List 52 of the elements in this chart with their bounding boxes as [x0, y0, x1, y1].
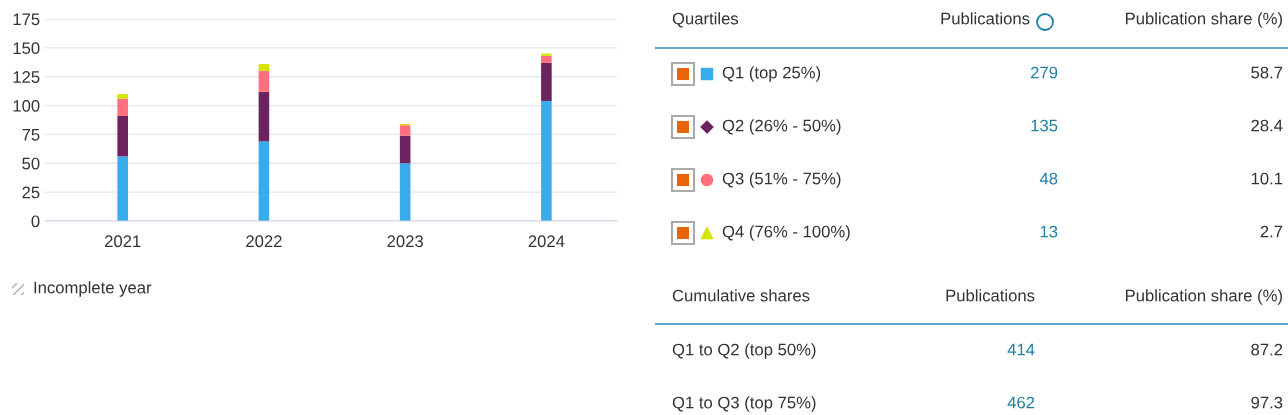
x-tick-label: 2021 — [104, 235, 141, 248]
text: 462 — [1007, 396, 1035, 409]
bar — [117, 98, 128, 116]
text: Quartiles — [672, 12, 739, 28]
bar — [541, 53, 552, 56]
text: Publication share (%) — [1125, 289, 1282, 305]
y-tick-label: 50 — [22, 157, 40, 170]
bar — [541, 55, 552, 63]
x-tick-label: 2024 — [528, 235, 565, 248]
y-tick-label: 125 — [13, 71, 40, 83]
text: 414 — [1007, 343, 1035, 356]
text: 28.4 — [1251, 119, 1283, 132]
legend-label: Q4 (76% - 100%) — [722, 225, 850, 241]
text: Publication share (%) — [1125, 12, 1282, 28]
bar — [399, 135, 411, 164]
y-tick-label: 175 — [13, 13, 40, 26]
text: Publications — [941, 12, 1030, 25]
y-tick-label: 100 — [13, 99, 40, 112]
text: Incomplete year — [34, 281, 152, 297]
y-tick-label: 0 — [31, 215, 40, 228]
x-tick-label: 2022 — [246, 235, 282, 248]
text: 2.7 — [1260, 225, 1283, 238]
y-tick-label: 75 — [22, 129, 40, 141]
y-tick-label: 25 — [22, 186, 40, 199]
legend-label: Q3 (51% - 75%) — [722, 172, 841, 188]
text: Cumulative shares — [672, 289, 810, 302]
text: 97.3 — [1251, 396, 1283, 409]
bar — [258, 70, 270, 92]
bar — [258, 141, 270, 221]
bar — [399, 163, 411, 221]
text: Q1 to Q2 (top 50%) — [672, 343, 816, 359]
x-tick-label: 2023 — [387, 235, 423, 248]
text: Publications — [946, 289, 1035, 302]
text: Q1 to Q3 (top 75%) — [672, 396, 816, 412]
bar — [117, 94, 128, 99]
y-tick-label: 150 — [13, 42, 40, 55]
bar — [399, 125, 411, 136]
text: 10.1 — [1251, 172, 1283, 185]
bar — [117, 156, 128, 221]
bar — [541, 100, 552, 221]
legend-label: Q1 (top 25%) — [722, 66, 821, 82]
text: 135 — [1031, 119, 1058, 132]
text: 48 — [1039, 172, 1058, 185]
bar — [258, 91, 270, 142]
text: 13 — [1040, 225, 1058, 238]
text: 279 — [1031, 66, 1058, 79]
bar — [541, 62, 552, 101]
bar — [117, 115, 128, 157]
bar — [258, 64, 270, 71]
text: 58.7 — [1251, 66, 1283, 79]
text: 87.2 — [1251, 343, 1283, 356]
legend-label: Q2 (26% - 50%) — [722, 119, 841, 135]
